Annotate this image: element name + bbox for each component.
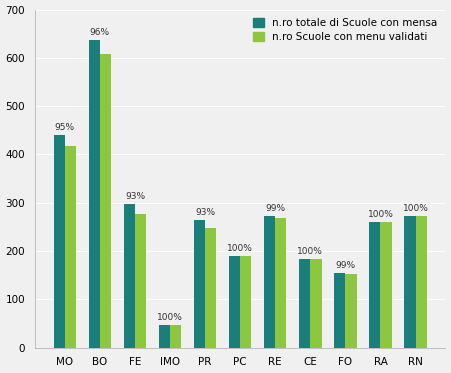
Bar (275, 218, 286, 348)
Text: 100%: 100% (368, 210, 393, 219)
Bar (124, 204, 135, 348)
Text: 100%: 100% (227, 244, 253, 253)
Bar (405, 216, 415, 348)
Bar (334, 273, 345, 348)
Text: 93%: 93% (125, 192, 145, 201)
Bar (194, 220, 205, 348)
Legend: n.ro totale di Scuole con mensa, n.ro Scuole con menu validati: n.ro totale di Scuole con mensa, n.ro Sc… (250, 15, 440, 45)
Bar (415, 216, 427, 348)
Bar (310, 259, 322, 348)
Text: 99%: 99% (265, 204, 285, 213)
Text: 96%: 96% (90, 28, 110, 37)
Bar (299, 259, 310, 348)
Bar (264, 216, 275, 348)
Bar (205, 228, 216, 348)
Text: 95%: 95% (55, 123, 75, 132)
Text: 93%: 93% (195, 208, 215, 217)
Bar (345, 274, 357, 348)
Bar (381, 222, 392, 348)
Text: 100%: 100% (297, 247, 323, 256)
Text: 100%: 100% (157, 313, 183, 322)
Bar (89, 40, 100, 348)
Bar (100, 54, 111, 348)
Text: 99%: 99% (336, 261, 355, 270)
Bar (135, 214, 146, 348)
Bar (229, 256, 240, 348)
Bar (170, 325, 181, 348)
Bar (65, 146, 76, 348)
Bar (159, 325, 170, 348)
Bar (369, 222, 381, 348)
Text: 100%: 100% (403, 204, 428, 213)
Bar (54, 135, 65, 348)
Bar (240, 256, 251, 348)
